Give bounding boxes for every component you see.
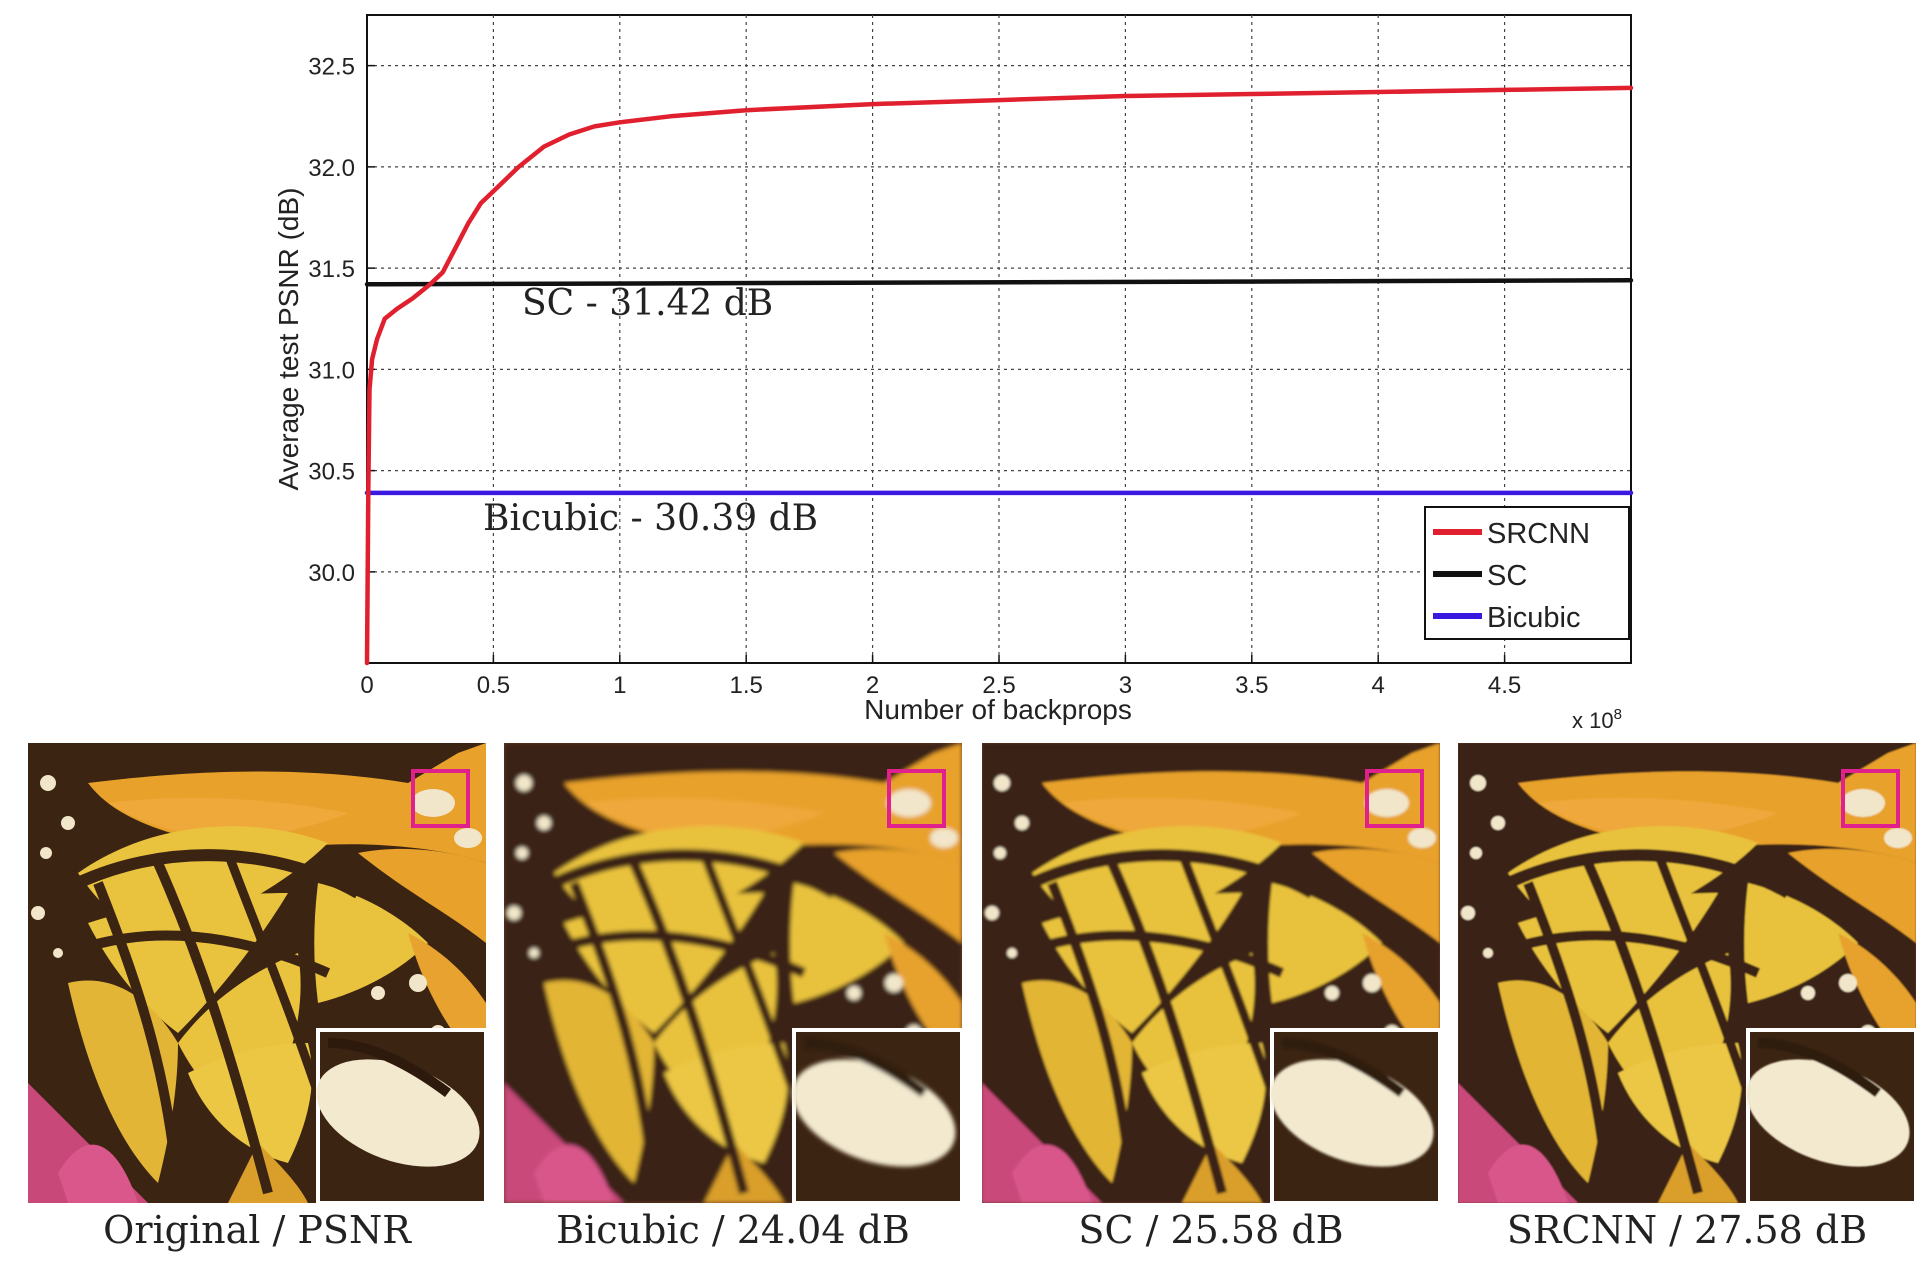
psnr-chart: 0 0.5 1 1.5 2 2.5 3 3.5 4 4.5 30.0 30.5 31.0 31.5 32.0… [273, 14, 1634, 733]
image-panel-srcnn [1458, 743, 1916, 1203]
y-tick-label: 32.0 [308, 155, 355, 182]
y-axis-label: Average test PSNR (dB) [273, 188, 304, 491]
y-tick-label: 32.5 [308, 54, 355, 81]
highlight-box [1365, 769, 1424, 828]
caption-sc: SC / 25.58 dB [1078, 1208, 1344, 1252]
zoom-inset [792, 1028, 962, 1203]
series-line-srcnn [364, 85, 1634, 666]
legend-label-sc: SC [1487, 560, 1527, 592]
y-tick-label: 30.5 [308, 459, 355, 486]
caption-original: Original / PSNR [103, 1208, 411, 1252]
image-panel-bicubic [504, 743, 962, 1203]
x-tick-label: 0 [360, 672, 373, 699]
x-tick-label: 1 [613, 672, 626, 699]
x-axis-multiplier: x 108 [1572, 706, 1622, 733]
caption-bicubic: Bicubic / 24.04 dB [556, 1208, 910, 1252]
x-tick-label: 4 [1372, 672, 1385, 699]
caption-srcnn: SRCNN / 27.58 dB [1506, 1208, 1868, 1252]
x-tick-label: 2 [866, 672, 879, 699]
zoom-inset [1746, 1028, 1916, 1203]
y-tick-label: 30.0 [308, 560, 355, 587]
highlight-box [1841, 769, 1900, 828]
legend-label-bicubic: Bicubic [1487, 602, 1581, 634]
x-axis-label: Number of backprops [864, 694, 1132, 725]
x-tick-label: 1.5 [730, 672, 763, 699]
y-tick-label: 31.5 [308, 256, 355, 283]
image-panel-original [28, 743, 486, 1203]
legend-label-srcnn: SRCNN [1487, 518, 1590, 550]
annotation-bicubic: Bicubic - 30.39 dB [483, 498, 818, 539]
image-panel-sc [982, 743, 1440, 1203]
zoom-inset [316, 1028, 486, 1203]
x-tick-label: 0.5 [477, 672, 510, 699]
x-tick-label: 3.5 [1235, 672, 1268, 699]
highlight-box [887, 769, 946, 828]
highlight-box [411, 769, 470, 828]
x-tick-label: 3 [1119, 672, 1132, 699]
legend: SRCNN SC Bicubic [1424, 506, 1630, 640]
series-line-sc [364, 278, 1634, 287]
annotation-sc: SC - 31.42 dB [522, 283, 773, 324]
y-tick-label: 31.0 [308, 357, 355, 384]
zoom-inset [1270, 1028, 1440, 1203]
x-tick-label: 2.5 [982, 672, 1015, 699]
x-tick-label: 4.5 [1488, 672, 1521, 699]
